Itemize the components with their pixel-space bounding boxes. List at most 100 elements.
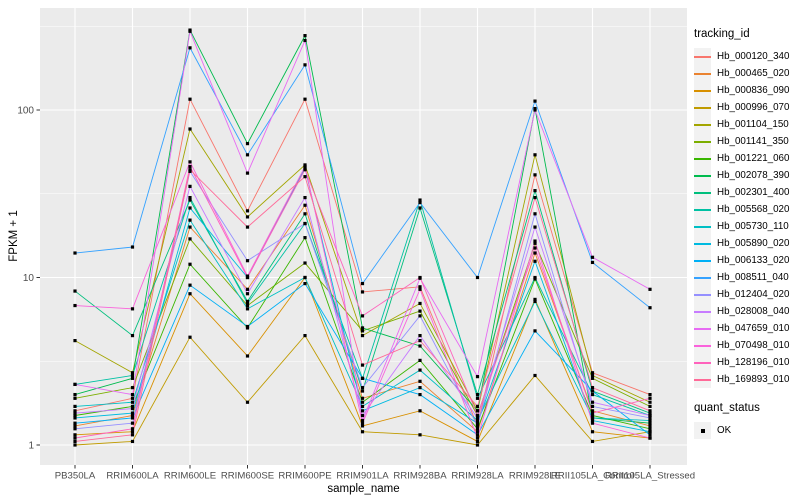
data-point — [648, 392, 652, 397]
legend-title-quant-status: quant_status — [694, 402, 760, 414]
data-point — [73, 392, 77, 397]
data-point — [418, 309, 422, 313]
data-point — [533, 189, 537, 193]
data-point — [303, 168, 307, 172]
data-point — [188, 127, 192, 131]
data-point — [303, 38, 307, 43]
x-tick-label: RRII105LA_Stressed — [605, 471, 695, 482]
data-point — [360, 363, 365, 367]
data-point — [245, 307, 250, 311]
data-point — [648, 416, 652, 420]
data-point — [73, 436, 77, 440]
data-point — [590, 439, 595, 444]
data-point — [245, 292, 250, 296]
data-point — [188, 160, 192, 164]
data-point — [73, 411, 77, 415]
legend-label: Hb_047659_010 — [717, 323, 790, 334]
legend-item-Hb_005568_020: Hb_005568_020 — [694, 201, 800, 218]
data-point — [533, 373, 537, 378]
data-point — [475, 418, 480, 423]
data-point — [418, 392, 422, 397]
data-point — [418, 433, 422, 437]
legend-line-swatch — [694, 157, 711, 160]
data-point — [73, 382, 77, 387]
data-point — [418, 339, 422, 343]
data-point — [648, 396, 652, 400]
legend-key — [694, 252, 711, 269]
data-point — [648, 287, 652, 291]
legend-item-Hb_002078_390: Hb_002078_390 — [694, 167, 800, 184]
legend-label: Hb_000465_020 — [717, 68, 790, 79]
data-point — [475, 375, 480, 379]
data-point — [245, 259, 250, 263]
data-point — [130, 333, 135, 338]
data-point — [475, 443, 480, 447]
data-point — [533, 275, 537, 280]
legend-item-Hb_001221_060: Hb_001221_060 — [694, 150, 800, 167]
data-point — [533, 108, 537, 112]
x-tick-label: RRIM928LA — [451, 471, 504, 482]
data-point — [130, 245, 135, 249]
legend-item-Hb_002301_400: Hb_002301_400 — [694, 184, 800, 201]
data-point — [130, 376, 135, 380]
data-point — [648, 418, 652, 423]
legend: tracking_id Hb_000120_340 Hb_000465_020 Hb… — [694, 28, 800, 439]
data-point — [590, 404, 595, 408]
data-point — [590, 413, 595, 418]
data-point — [245, 142, 250, 146]
data-point — [130, 400, 135, 404]
data-point — [533, 212, 537, 216]
legend-key — [694, 150, 711, 167]
legend-item-Hb_128196_010: Hb_128196_010 — [694, 354, 800, 371]
data-point — [303, 203, 307, 207]
data-point — [475, 421, 480, 425]
legend-key — [694, 116, 711, 133]
data-point — [418, 333, 422, 338]
data-point — [245, 301, 250, 306]
data-point — [245, 209, 250, 213]
y-tick-label: 10 — [23, 273, 35, 284]
data-point — [130, 386, 135, 390]
data-point — [360, 376, 365, 380]
data-point — [648, 411, 652, 415]
data-point — [475, 430, 480, 434]
data-point — [360, 290, 365, 294]
legend-label: OK — [717, 425, 732, 436]
legend-line-swatch — [694, 174, 711, 177]
data-point — [245, 400, 250, 404]
data-point — [245, 299, 250, 303]
data-point — [590, 371, 595, 375]
data-point — [360, 430, 365, 434]
data-point — [188, 206, 192, 210]
data-point — [73, 416, 77, 420]
data-point — [648, 409, 652, 413]
data-point — [590, 409, 595, 413]
data-point — [130, 307, 135, 311]
data-point — [475, 427, 480, 431]
legend-line-swatch — [694, 106, 711, 109]
legend-label: Hb_000120_340 — [717, 51, 790, 62]
data-point — [73, 421, 77, 425]
data-point — [475, 433, 480, 437]
legend-line-swatch — [694, 242, 711, 245]
legend-entries: Hb_000120_340 Hb_000465_020 Hb_000836_090 H… — [694, 48, 800, 388]
data-point — [73, 424, 77, 428]
data-point — [475, 409, 480, 413]
x-tick-label: RRIM600SE — [221, 471, 274, 482]
data-point — [73, 443, 77, 447]
data-point — [188, 283, 192, 287]
data-point — [360, 396, 365, 400]
legend-label: Hb_000836_090 — [717, 85, 790, 96]
data-point — [533, 251, 537, 255]
legend-line-swatch — [694, 378, 711, 381]
legend-line-swatch — [694, 208, 711, 211]
data-point — [188, 29, 192, 33]
data-point — [418, 287, 422, 291]
data-point — [475, 404, 480, 408]
x-tick-labels: PB350LA RRIM600LA RRIM600LE RRIM600SE RRIM60… — [55, 471, 695, 482]
y-tick-labels: 1 10 100 — [17, 106, 34, 452]
data-point — [188, 225, 192, 229]
data-point — [73, 409, 77, 413]
legend-line-swatch — [694, 55, 711, 58]
data-point — [303, 34, 307, 38]
